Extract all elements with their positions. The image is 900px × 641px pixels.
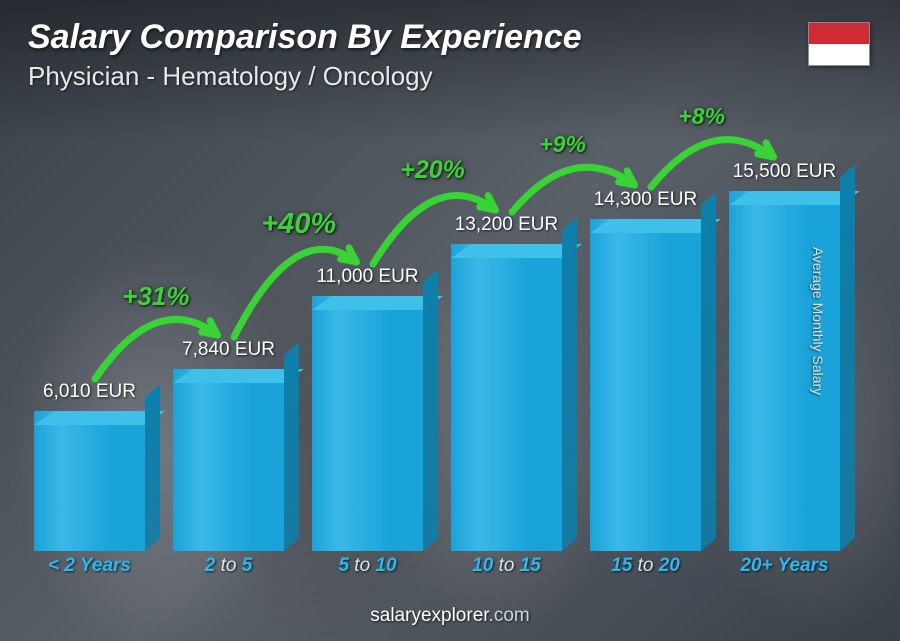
bar-front-face xyxy=(590,219,701,551)
bar-side-face xyxy=(423,269,438,551)
bar-front-face xyxy=(312,296,423,551)
footer-attribution: salaryexplorer.com xyxy=(0,605,900,627)
bar-slot: 6,010 EUR xyxy=(34,381,145,551)
bar-front-face xyxy=(34,411,145,551)
bar-slot: 11,000 EUR xyxy=(312,266,423,551)
salary-bar-chart: 6,010 EUR 7,840 EUR 11,000 EUR 13,200 EUR 14… xyxy=(34,110,840,581)
bars-container: 6,010 EUR 7,840 EUR 11,000 EUR 13,200 EUR 14… xyxy=(34,110,840,551)
bar-value-label: 11,000 EUR xyxy=(316,266,418,288)
footer-domain: salaryexplorer xyxy=(370,605,488,626)
bar-value-label: 13,200 EUR xyxy=(455,214,559,236)
bar xyxy=(312,296,423,551)
y-axis-label: Average Monthly Salary xyxy=(810,246,826,394)
bar xyxy=(173,369,284,551)
category-label: 5 to 10 xyxy=(312,555,423,581)
footer-tld: .com xyxy=(489,605,530,626)
bar-front-face xyxy=(173,369,284,551)
header: Salary Comparison By Experience Physicia… xyxy=(28,18,872,92)
bar-value-label: 6,010 EUR xyxy=(43,381,136,403)
category-label: 15 to 20 xyxy=(590,555,701,581)
category-label: 2 to 5 xyxy=(173,555,284,581)
bar-side-face xyxy=(701,192,716,551)
page-subtitle: Physician - Hematology / Oncology xyxy=(28,61,872,92)
category-label: 20+ Years xyxy=(729,555,840,581)
bar xyxy=(34,411,145,551)
bar-slot: 13,200 EUR xyxy=(451,214,562,551)
bar-slot: 14,300 EUR xyxy=(590,189,701,551)
bar xyxy=(451,244,562,551)
bar-slot: 7,840 EUR xyxy=(173,339,284,551)
bar-value-label: 14,300 EUR xyxy=(594,189,698,211)
category-labels: < 2 Years 2 to 5 5 to 10 10 to 15 15 to 20 20… xyxy=(34,555,840,581)
page-title: Salary Comparison By Experience xyxy=(28,18,872,57)
flag-top-stripe xyxy=(809,23,869,44)
bar-side-face xyxy=(562,217,577,551)
bar-side-face xyxy=(145,384,160,551)
bar xyxy=(590,219,701,551)
bar-front-face xyxy=(451,244,562,551)
country-flag-icon xyxy=(808,22,870,66)
bar-side-face xyxy=(840,164,855,551)
category-label: 10 to 15 xyxy=(451,555,562,581)
bar-side-face xyxy=(284,342,299,551)
category-label: < 2 Years xyxy=(34,555,145,581)
flag-bottom-stripe xyxy=(809,44,869,65)
bar-value-label: 7,840 EUR xyxy=(182,339,275,361)
bar-value-label: 15,500 EUR xyxy=(733,161,837,183)
